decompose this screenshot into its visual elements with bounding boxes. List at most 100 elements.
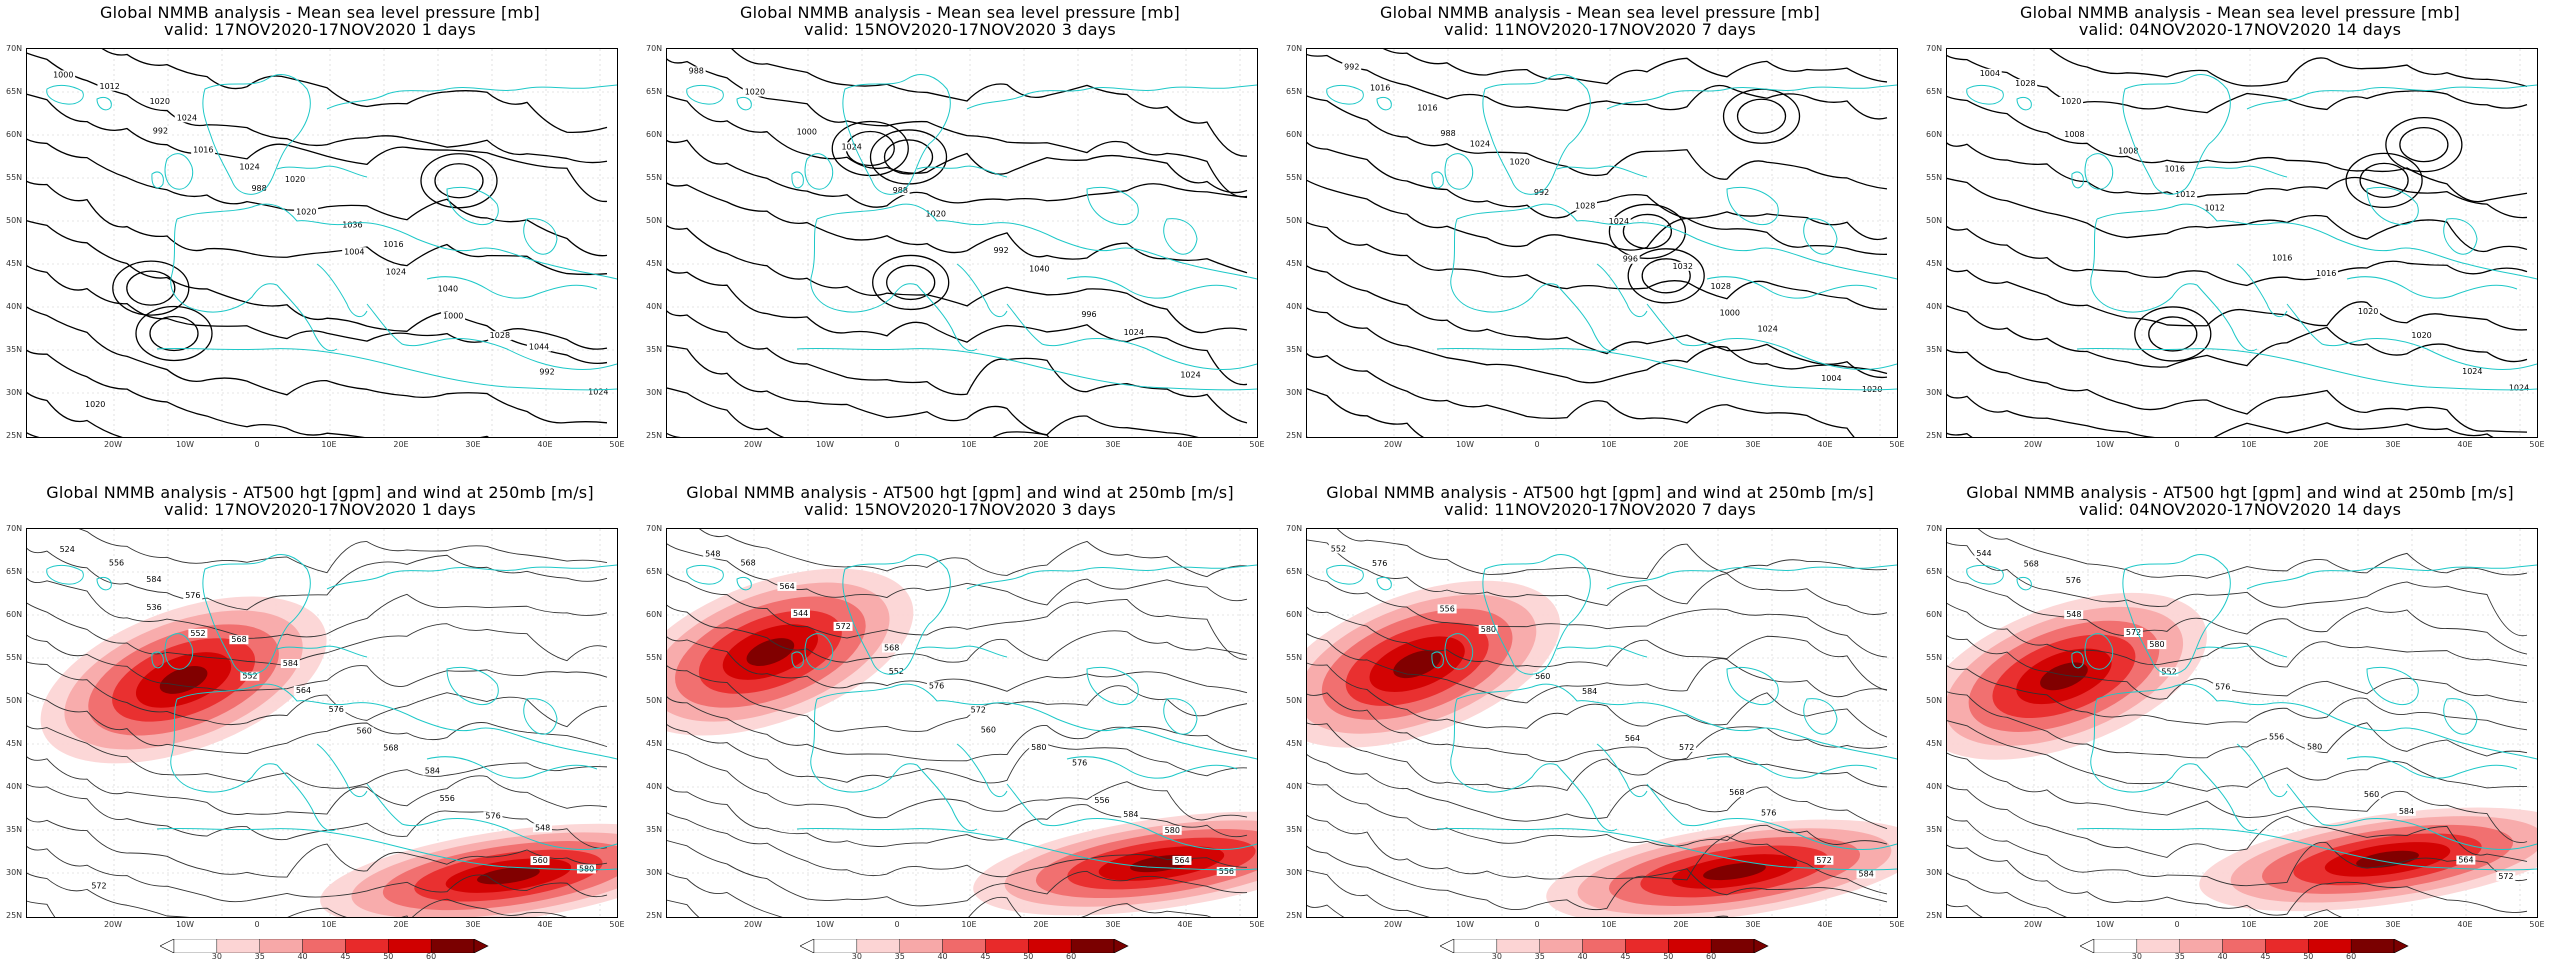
longitude-label: 20E (1673, 920, 1689, 929)
longitude-label: 0 (2174, 920, 2180, 929)
contour-label-bg (794, 127, 819, 137)
height-contour (667, 604, 1248, 663)
latitude-label: 55N (6, 653, 23, 662)
contour-label-bg (991, 245, 1011, 255)
contour-label-bg (1622, 733, 1642, 743)
contour-label: 988 (251, 184, 266, 193)
coastline (1444, 633, 1474, 670)
coastline (1482, 74, 1591, 195)
contour-label: 1020 (85, 400, 105, 409)
longitude-label: 50E (609, 440, 625, 449)
longitude-label: 30E (1105, 920, 1121, 929)
contour-label: 988 (893, 186, 908, 195)
contour-label: 552 (889, 667, 904, 676)
contour-label: 552 (1331, 544, 1346, 553)
latitude-label: 30N (6, 868, 23, 877)
jet-shading (2040, 662, 2088, 691)
panel-title-text: Global NMMB analysis - Mean sea level pr… (2020, 3, 2460, 22)
contour-label: 572 (836, 622, 851, 631)
contour-label: 1028 (1711, 282, 1731, 291)
map-area: 548 544 552 560 556 564 568 572 576 580 584 556 564 5… (666, 528, 1258, 918)
latitude-label: 55N (1286, 173, 1303, 182)
isobar (27, 306, 608, 424)
contour-label: 556 (440, 794, 455, 803)
longitude-label: 20E (1033, 920, 1049, 929)
latitude-label: 35N (1286, 825, 1303, 834)
isobar (1947, 393, 2494, 437)
colorbar-segment (2093, 938, 2138, 954)
latitude-label: 45N (646, 259, 663, 268)
coastline (1006, 303, 1257, 370)
contour-label-bg (2147, 640, 2167, 650)
coastline (2443, 218, 2478, 255)
contour-label: 564 (1174, 856, 1189, 865)
coastline (1086, 666, 1139, 706)
contour-label: 1004 (1821, 374, 1841, 383)
jet-shading (746, 638, 795, 666)
contour-label-bg (890, 186, 910, 196)
panel-title-text: Global NMMB analysis - AT500 hgt [gpm] a… (1326, 483, 1874, 502)
contour-label-bg (2062, 129, 2087, 139)
longitude-label: 30E (1105, 440, 1121, 449)
colorbar-segment (856, 938, 900, 954)
contour-label: 996 (1081, 310, 1096, 319)
latitude-label: 70N (1926, 44, 1943, 53)
mslp-map-panel: Global NMMB analysis - Mean sea level pr… (0, 0, 640, 480)
contour-label: 576 (1072, 758, 1087, 767)
mslp-map-panel: Global NMMB analysis - Mean sea level pr… (1280, 0, 1920, 480)
latitude-label: 45N (6, 739, 23, 748)
contour-label: 1024 (2509, 384, 2529, 393)
contour-label: 564 (779, 582, 794, 591)
latitude-label: 40N (6, 782, 23, 791)
coastline (326, 564, 617, 590)
contour-label-bg (2496, 871, 2516, 881)
height-contour (1947, 815, 2528, 887)
coastline (316, 263, 368, 318)
latitude-label: 65N (646, 567, 663, 576)
longitude-label: 10W (1455, 440, 1475, 449)
contour-label: 584 (425, 766, 440, 775)
contour-label-bg (2162, 164, 2187, 174)
latitude-label: 25N (1926, 911, 1943, 920)
contour-label-bg (2304, 742, 2324, 752)
contour-label-bg (340, 220, 365, 230)
panel-title: Global NMMB analysis - AT500 hgt [gpm] a… (0, 484, 640, 518)
coastline (686, 84, 724, 105)
longitude-label: 40E (537, 440, 553, 449)
contour-label: 556 (1094, 796, 1109, 805)
contour-label: 560 (2364, 790, 2379, 799)
latitude-label: 55N (646, 653, 663, 662)
contour-label-bg (2355, 307, 2380, 317)
height-contour (27, 692, 608, 755)
panel-valid-text: valid: 11NOV2020-17NOV2020 7 days (1444, 500, 1756, 519)
contour-label: 552 (190, 629, 205, 638)
contour-label-bg (2013, 79, 2038, 89)
longitude-label: 10E (961, 440, 977, 449)
contour-label-bg (738, 558, 758, 568)
contour-label-bg (1507, 157, 1532, 167)
map-canvas: 548 544 552 560 556 564 568 572 576 580 584 556 564 5… (667, 529, 1257, 917)
contour-label: 1016 (2165, 165, 2185, 174)
colorbar-label: 50 (2303, 952, 2314, 961)
map-canvas: 524 536 552 560 556 560 556 552 564 568 576 580 584 5… (27, 529, 617, 917)
contour-label: 524 (60, 545, 75, 554)
latitude-label: 70N (646, 44, 663, 53)
latitude-label: 30N (1286, 388, 1303, 397)
map-canvas: 1004 1008 1012 1016 1020 1024 1028 1008 1012 1016… (1947, 49, 2537, 437)
colorbar-segment (430, 938, 475, 954)
contour-label: 568 (231, 635, 246, 644)
contour-label: 992 (539, 367, 554, 376)
longitude-label: 50E (2529, 920, 2545, 929)
colorbar-arrow (2079, 938, 2095, 954)
contour-label-bg (1172, 855, 1192, 865)
coastline (2076, 347, 2537, 391)
longitude-label: 40E (1177, 920, 1193, 929)
contour-label-bg (1977, 68, 2002, 78)
contour-label: 556 (2269, 733, 2284, 742)
contour-label-bg (978, 725, 998, 735)
longitude-label: 20W (743, 440, 763, 449)
longitude-label: 10W (2095, 440, 2115, 449)
coastline (1966, 564, 2004, 585)
coastline (2236, 743, 2288, 798)
closed-isobar (1736, 98, 1787, 134)
